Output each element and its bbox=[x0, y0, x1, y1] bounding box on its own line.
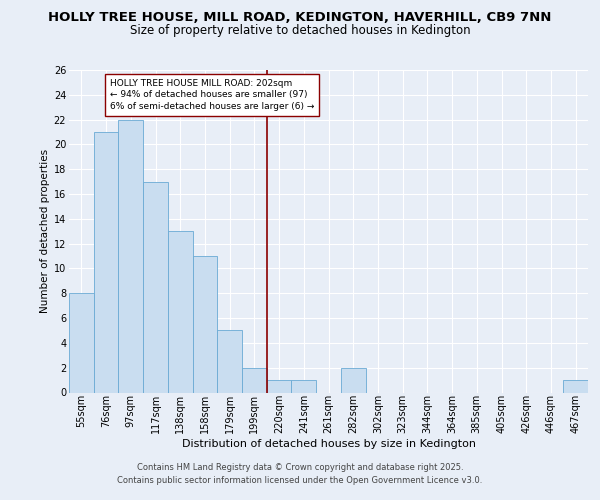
Bar bbox=[217, 330, 242, 392]
Bar bbox=[143, 182, 168, 392]
Bar bbox=[69, 294, 94, 392]
Bar bbox=[193, 256, 217, 392]
Bar bbox=[168, 231, 193, 392]
Text: Size of property relative to detached houses in Kedington: Size of property relative to detached ho… bbox=[130, 24, 470, 37]
Text: HOLLY TREE HOUSE MILL ROAD: 202sqm
← 94% of detached houses are smaller (97)
6% : HOLLY TREE HOUSE MILL ROAD: 202sqm ← 94%… bbox=[110, 78, 314, 112]
Y-axis label: Number of detached properties: Number of detached properties bbox=[40, 149, 50, 314]
Bar bbox=[341, 368, 365, 392]
Text: Contains public sector information licensed under the Open Government Licence v3: Contains public sector information licen… bbox=[118, 476, 482, 485]
Bar bbox=[563, 380, 588, 392]
Bar bbox=[118, 120, 143, 392]
Text: HOLLY TREE HOUSE, MILL ROAD, KEDINGTON, HAVERHILL, CB9 7NN: HOLLY TREE HOUSE, MILL ROAD, KEDINGTON, … bbox=[49, 11, 551, 24]
Bar bbox=[292, 380, 316, 392]
Bar bbox=[267, 380, 292, 392]
Bar bbox=[94, 132, 118, 392]
Text: Contains HM Land Registry data © Crown copyright and database right 2025.: Contains HM Land Registry data © Crown c… bbox=[137, 462, 463, 471]
X-axis label: Distribution of detached houses by size in Kedington: Distribution of detached houses by size … bbox=[182, 439, 476, 449]
Bar bbox=[242, 368, 267, 392]
